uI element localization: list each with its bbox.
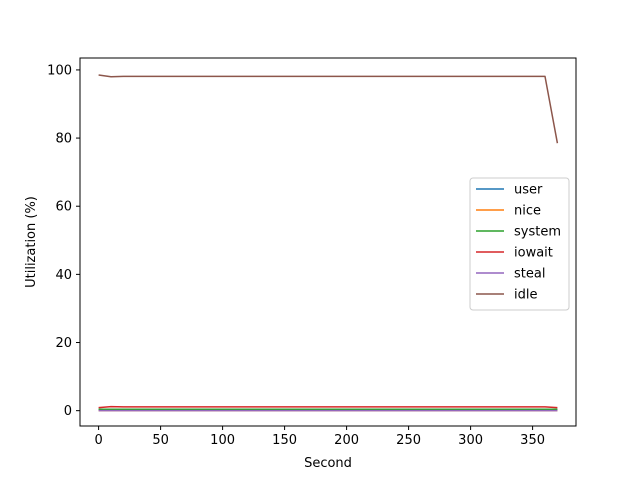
legend-label-idle: idle [514, 288, 537, 303]
y-tick-label: 60 [55, 200, 72, 215]
x-axis-label: Second [304, 456, 352, 471]
series-lines [98, 74, 559, 412]
series-line-iowait [98, 405, 558, 409]
y-tick-label: 40 [55, 268, 72, 283]
x-tick-label: 250 [396, 433, 421, 448]
x-tick-label: 350 [520, 433, 545, 448]
legend-label-nice: nice [514, 204, 541, 219]
plot-area-frame [79, 57, 577, 427]
y-tick-label: 0 [64, 404, 72, 419]
legend-label-system: system [514, 225, 561, 240]
y-tick-label: 80 [55, 132, 72, 147]
x-tick-label: 100 [210, 433, 235, 448]
x-tick-label: 200 [334, 433, 359, 448]
legend-label-iowait: iowait [514, 246, 553, 261]
x-axis-ticks: 0 50 100 150 200 250 300 350 [94, 426, 545, 448]
y-axis-label: Utilization (%) [24, 196, 39, 288]
legend: user nice system iowait steal idle [469, 177, 570, 311]
y-axis-ticks: 0 20 40 60 80 100 [47, 63, 80, 419]
x-tick-label: 0 [94, 433, 102, 448]
y-tick-label: 100 [47, 63, 72, 78]
x-tick-label: 50 [152, 433, 169, 448]
legend-frame [469, 177, 570, 311]
legend-label-steal: steal [514, 267, 545, 282]
y-tick-label: 20 [55, 336, 72, 351]
x-tick-label: 150 [272, 433, 297, 448]
series-line-idle [98, 74, 559, 144]
x-tick-label: 300 [458, 433, 483, 448]
legend-label-user: user [514, 183, 543, 198]
